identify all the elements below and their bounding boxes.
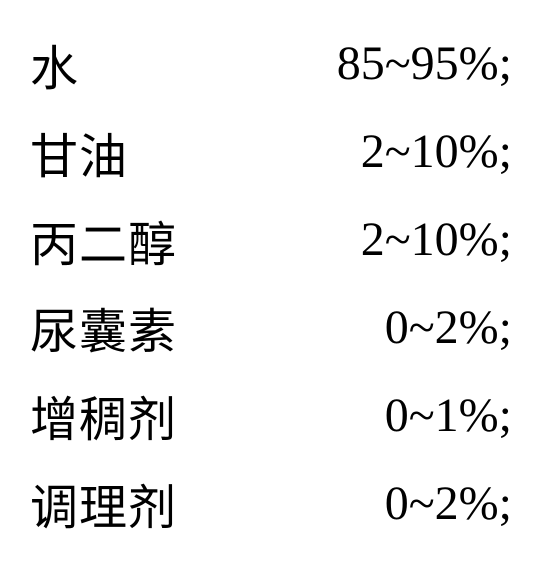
table-row: 调理剂 0~2%; [30,468,512,538]
ingredient-label: 水 [30,29,79,99]
ingredient-value: 2~10%; [361,124,512,179]
ingredient-label: 尿囊素 [30,292,177,362]
table-row: 增稠剂 0~1%; [30,380,512,450]
table-row: 甘油 2~10%; [30,117,512,187]
ingredient-label: 甘油 [30,117,128,187]
ingredient-value: 85~95%; [337,36,512,91]
ingredient-value: 0~2%; [385,300,512,355]
ingredient-value: 2~10%; [361,212,512,267]
table-row: 尿囊素 0~2%; [30,292,512,362]
ingredient-label: 增稠剂 [30,380,177,450]
table-row: 水 85~95%; [30,29,512,99]
ingredient-value: 0~1%; [385,388,512,443]
ingredient-label: 丙二醇 [30,205,177,275]
table-row: 丙二醇 2~10%; [30,205,512,275]
ingredient-label: 调理剂 [30,468,177,538]
ingredient-value: 0~2%; [385,476,512,531]
